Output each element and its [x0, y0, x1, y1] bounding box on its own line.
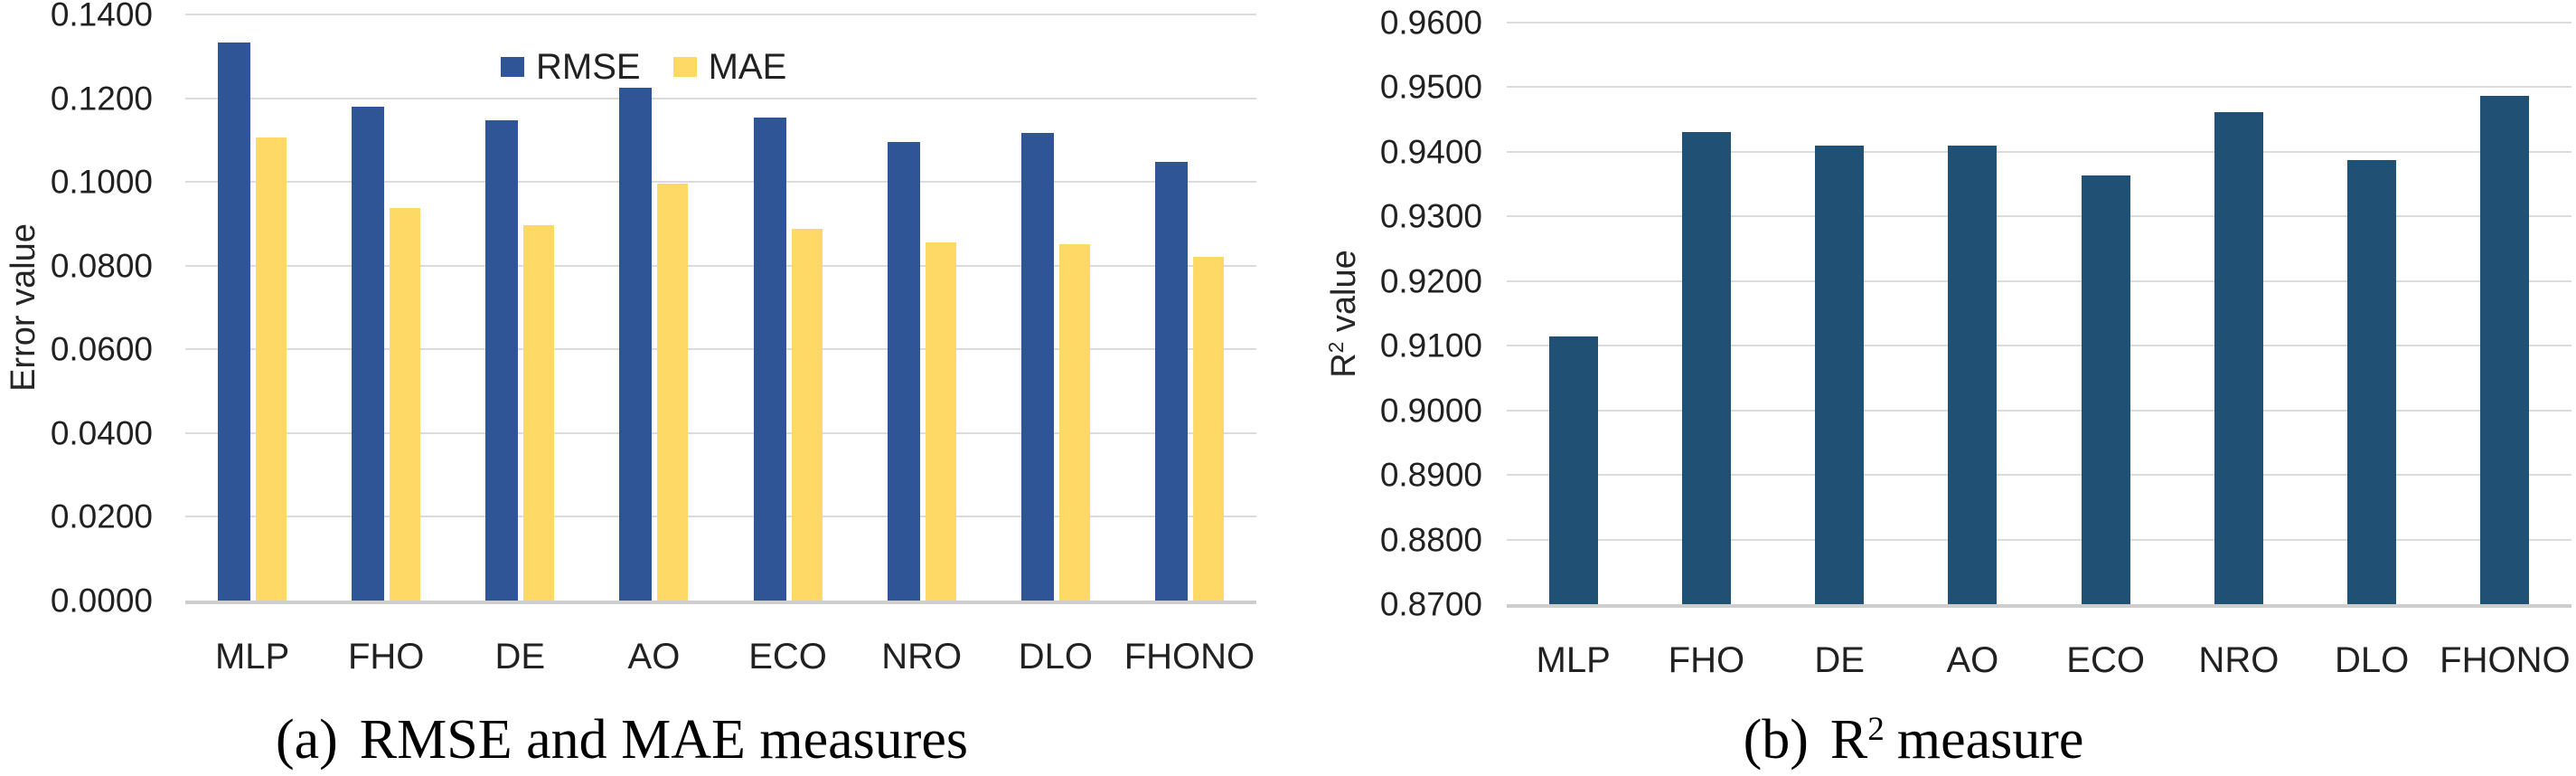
y-tick-label: 0.8800 [1379, 521, 1482, 559]
bar-rmse-fhono [1154, 161, 1188, 601]
y-tick-label: 0.0200 [50, 497, 153, 535]
bar-mae-fhono [1192, 257, 1224, 601]
y-tick-label: 0.1400 [50, 0, 153, 33]
y-axis-title-r2-value: R2 value [1324, 250, 1363, 378]
x-tick-label-dlo: DLO [2335, 640, 2410, 680]
bar-r2-ao [1948, 146, 1998, 604]
bar-rmse-nro [887, 141, 920, 601]
chart-b-plot-area: 0.8700 0.8800 0.8900 0.9000 0.9100 0.9200 0.93… [1380, 6, 2571, 678]
gridline [1507, 150, 2571, 153]
x-tick-label-fho: FHO [347, 637, 425, 677]
y-tick-label: 0.1000 [50, 163, 153, 201]
bar-r2-dlo [2347, 160, 2397, 604]
y-tick-label: 0.1200 [50, 80, 153, 118]
x-tick-label-eco: ECO [2066, 640, 2145, 680]
y-tick-label: 0.9100 [1379, 326, 1482, 364]
caption-b-text: measure [1896, 709, 2084, 771]
y-tick-label: 0.0800 [50, 247, 153, 285]
caption-b-index: (b) [1743, 709, 1809, 771]
x-tick-label-nro: NRO [2198, 640, 2280, 680]
caption-b-sup: 2 [1867, 710, 1885, 748]
y-tick-label: 0.9500 [1379, 68, 1482, 106]
caption-a-index: (a) [275, 709, 338, 771]
x-tick-label-fho: FHO [1668, 640, 1745, 680]
bar-rmse-ao [619, 87, 653, 601]
x-tick-label-fhono: FHONO [2440, 640, 2571, 680]
x-tick-label-de: DE [494, 637, 546, 677]
r2-title-sup: 2 [1324, 341, 1349, 354]
gridline [1507, 86, 2571, 89]
bar-rmse-de [485, 119, 519, 601]
gridline [185, 14, 1256, 15]
bar-mae-eco [791, 228, 823, 601]
y-tick-label: 0.0600 [50, 330, 153, 368]
gridline [1507, 279, 2571, 282]
legend-label-mae: MAE [708, 47, 787, 87]
chart-a-plot-area: RMSE MAE 0.0000 0.0200 0.0400 0.0600 0.0800 0… [51, 0, 1256, 675]
y-tick-label: 0.0400 [50, 414, 153, 452]
bar-r2-fhono [2480, 96, 2530, 604]
x-tick-label-dlo: DLO [1018, 637, 1093, 677]
x-tick-label-ao: AO [627, 637, 681, 677]
bar-r2-nro [2214, 111, 2263, 604]
y-tick-label: 0.9600 [1379, 4, 1482, 42]
caption-a: (a) RMSE and MAE measures [276, 709, 968, 771]
bar-mae-dlo [1058, 244, 1090, 601]
bar-rmse-mlp [218, 43, 251, 601]
y-tick-label: 0.9300 [1379, 197, 1482, 235]
caption-a-text: RMSE and MAE measures [359, 709, 969, 771]
y-tick-label: 0.9000 [1379, 392, 1482, 430]
y-tick-label: 0.9200 [1379, 262, 1482, 300]
bar-rmse-fho [352, 106, 385, 601]
x-tick-label-nro: NRO [881, 637, 963, 677]
bar-mae-de [523, 224, 555, 601]
legend-item-mae: MAE [672, 47, 787, 87]
r2-title-base: R [1325, 353, 1363, 378]
y-tick-label: 0.8700 [1379, 585, 1482, 623]
gridline [1507, 474, 2571, 477]
gridline [185, 516, 1256, 518]
rmse-swatch-icon [501, 57, 524, 77]
x-tick-label-de: DE [1814, 640, 1865, 680]
caption-b-base: R [1829, 709, 1868, 771]
r2-title-rest: value [1325, 250, 1363, 342]
bar-r2-mlp [1548, 336, 1598, 604]
x-tick-label-fhono: FHONO [1123, 637, 1255, 677]
bar-rmse-dlo [1020, 132, 1054, 601]
gridline [1507, 22, 2571, 24]
mae-swatch-icon [672, 57, 697, 77]
y-tick-label: 0.8900 [1379, 456, 1482, 494]
legend-item-rmse: RMSE [501, 49, 641, 85]
gridline [1507, 409, 2571, 412]
x-tick-label-mlp: MLP [214, 637, 290, 677]
bar-mae-fho [390, 208, 421, 601]
gridline [185, 97, 1256, 99]
bar-mae-nro [925, 241, 956, 601]
bar-r2-fho [1681, 131, 1731, 604]
gridline [185, 348, 1256, 351]
gridline [1507, 538, 2571, 541]
bar-r2-eco [2081, 175, 2130, 604]
caption-b: (b) R2 measure [1744, 709, 2084, 771]
gridline [1507, 215, 2571, 218]
bar-mae-ao [657, 184, 689, 601]
legend-label-rmse: RMSE [536, 47, 641, 87]
x-tick-label-mlp: MLP [1536, 640, 1611, 680]
y-axis-title-error-value: Error value [5, 223, 42, 392]
x-tick-label-eco: ECO [748, 637, 827, 677]
y-tick-label: 0.9400 [1379, 133, 1482, 171]
gridline [185, 264, 1256, 267]
bar-r2-de [1815, 146, 1865, 604]
gridline [1507, 345, 2571, 347]
bar-mae-mlp [256, 137, 287, 601]
legend: RMSE MAE [501, 47, 786, 87]
gridline [185, 181, 1256, 184]
gridline [185, 431, 1256, 434]
y-tick-label: 0.0000 [50, 582, 153, 620]
bar-rmse-eco [753, 118, 786, 601]
x-tick-label-ao: AO [1946, 640, 1999, 680]
